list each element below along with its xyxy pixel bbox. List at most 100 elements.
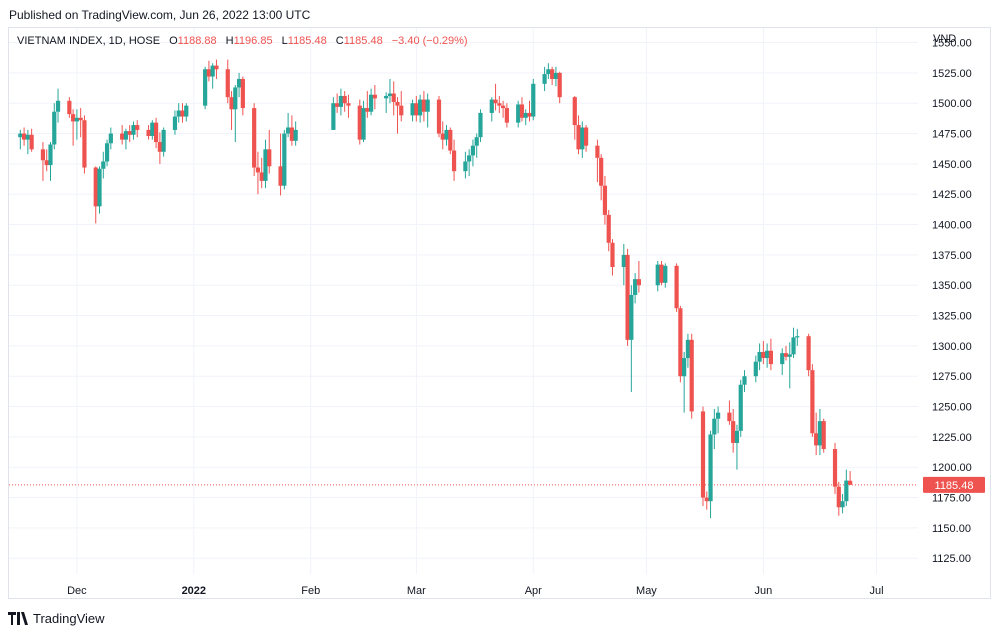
legend-low-value: 1185.48 [287,35,327,47]
candle-body [840,501,845,508]
candle-body [546,69,551,75]
candle-body [474,137,479,146]
candle-body [523,112,528,118]
candle-body [791,337,796,355]
candle-body [225,69,230,98]
candle-body [97,168,102,207]
candle-body [817,421,823,446]
candle-body [467,155,472,162]
candle-body [572,97,577,126]
candle-body [342,95,347,104]
candle-body [463,161,468,172]
candle-body [278,166,283,186]
candle-body [399,105,404,116]
x-tick-label: Apr [525,585,542,597]
candle-body [40,149,46,161]
chart-legend: VIETNAM INDEX, 1D, HOSE O1188.88 H1196.8… [17,35,468,47]
candle-body [821,421,826,450]
candle-body [71,114,76,122]
candle-body [229,97,234,110]
candle-body [625,254,630,340]
candle-body [844,480,849,502]
last-price-label: 1185.48 [935,480,974,492]
candle-body [259,172,264,181]
candle-body [655,264,660,286]
candle-body [184,105,189,117]
candle-body [848,480,853,485]
candle-body [131,125,136,135]
candle-body [127,131,132,135]
y-tick-label: 1150.00 [932,523,971,535]
y-tick-label: 1175.00 [932,493,971,505]
candle-body [531,83,536,117]
last-price-tag [923,476,985,493]
candle-body [120,133,125,140]
candle-body [255,167,261,173]
candle-body [206,69,212,77]
candle-body [104,143,110,162]
legend-close-label: C [335,35,344,47]
candle-body [387,93,393,96]
y-tick-label: 1450.00 [932,159,972,171]
candle-body [150,122,155,136]
candle-body [172,116,178,130]
x-tick-label: Mar [407,585,426,597]
candle-body [787,354,792,357]
candle-body [727,412,732,422]
tradingview-brand[interactable]: TradingView [33,611,105,626]
candle-body [293,129,298,141]
candle-body [414,103,419,116]
x-tick-label: Jul [869,585,883,597]
candle-body [836,486,841,508]
candle-body [633,279,638,295]
candle-body [708,434,713,502]
candle-body [595,145,600,158]
candle-body [576,125,581,150]
candle-body [365,108,370,112]
candle-body [146,129,151,136]
candle-body [470,145,476,156]
candle-body [731,421,736,443]
legend-low-label: L [281,35,288,47]
legend-high-label: H [225,35,234,47]
y-tick-label: 1225.00 [932,432,972,444]
candle-body [497,103,502,106]
candle-body [21,133,27,140]
candle-body [602,185,608,215]
candle-body [501,105,506,109]
x-tick-label: Jun [754,585,772,597]
candle-body [599,157,604,186]
candle-body [214,65,219,70]
candle-body [44,160,49,166]
candle-body [832,449,838,487]
y-tick-label: 1200.00 [932,462,972,474]
candle-body [780,353,785,365]
candle-body [108,133,113,144]
candle-body [55,100,61,112]
candle-body [74,117,79,122]
candle-body [123,131,129,140]
candle-body [712,418,717,435]
candle-body [550,69,555,79]
y-tick-label: 1275.00 [932,371,972,383]
candle-body [674,265,679,309]
candle-body [629,294,634,340]
y-tick-label: 1350.00 [932,280,972,292]
candle-body [795,336,800,338]
candle-body [814,433,819,446]
candle-body [153,122,159,143]
candle-body [519,104,525,118]
candle-body [493,99,498,104]
candle-body [410,103,415,116]
candle-body [101,161,106,169]
candle-body [806,336,811,371]
candle-body [583,127,589,146]
candle-body [267,149,272,167]
candle-body [361,108,366,140]
y-tick-label: 1325.00 [932,311,972,323]
y-tick-label: 1250.00 [932,402,972,414]
candle-body [331,103,336,130]
y-tick-label: 1475.00 [932,129,972,141]
candle-body [553,72,559,79]
